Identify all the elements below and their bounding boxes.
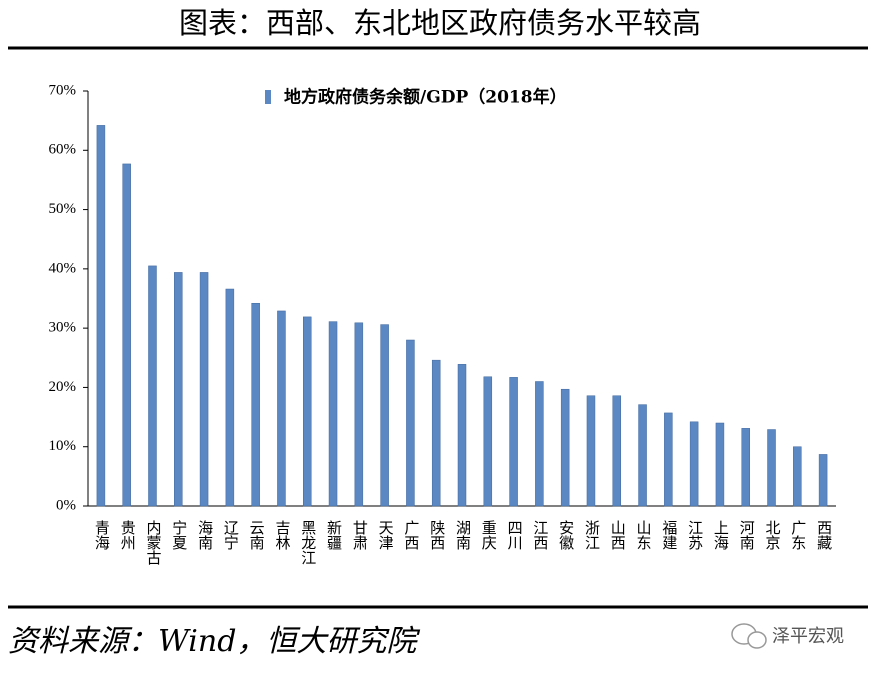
bar bbox=[483, 376, 493, 507]
y-tick-label: 10% bbox=[49, 438, 77, 454]
bar bbox=[715, 422, 725, 507]
bar bbox=[380, 324, 389, 507]
x-tick-label: 辽宁 bbox=[222, 520, 240, 550]
x-tick-label: 云南 bbox=[248, 520, 266, 550]
x-tick-label: 青海 bbox=[93, 520, 111, 550]
bar bbox=[174, 272, 183, 507]
bar bbox=[431, 359, 441, 507]
x-tick-label: 浙江 bbox=[583, 520, 601, 550]
x-tick-label: 内蒙古 bbox=[144, 520, 162, 565]
bar bbox=[509, 377, 518, 507]
y-tick-label: 60% bbox=[49, 142, 77, 158]
y-tick-label: 0% bbox=[56, 497, 76, 513]
bar bbox=[406, 339, 415, 507]
x-tick-label: 福建 bbox=[660, 520, 678, 550]
x-tick-label: 天津 bbox=[377, 520, 395, 550]
x-tick-label: 广东 bbox=[789, 520, 807, 550]
y-tick-label: 70% bbox=[49, 82, 77, 98]
watermark: 泽平宏观 bbox=[772, 626, 844, 647]
legend-key bbox=[265, 90, 271, 104]
x-tick-label: 海南 bbox=[196, 520, 214, 550]
bar bbox=[818, 454, 828, 507]
bar bbox=[96, 125, 106, 507]
bar bbox=[277, 310, 286, 507]
bar bbox=[741, 428, 750, 507]
x-tick-label: 湖南 bbox=[454, 520, 472, 550]
x-tick-label: 山西 bbox=[609, 520, 627, 550]
x-tick-label: 江苏 bbox=[686, 520, 704, 551]
x-tick-label: 安徽 bbox=[557, 520, 575, 550]
bar bbox=[612, 395, 622, 507]
legend-label: 地方政府债务余额/GDP（2018年） bbox=[284, 87, 567, 108]
bar bbox=[148, 265, 157, 507]
bar bbox=[354, 322, 364, 507]
bar bbox=[664, 412, 673, 507]
x-tick-label: 重庆 bbox=[480, 520, 498, 550]
bar bbox=[689, 421, 699, 507]
x-tick-label: 广西 bbox=[402, 520, 420, 550]
bar bbox=[122, 163, 131, 507]
x-tick-label: 北京 bbox=[764, 520, 782, 551]
bar bbox=[793, 446, 802, 507]
x-tick-label: 宁夏 bbox=[170, 520, 188, 550]
x-tick-label: 山东 bbox=[635, 520, 653, 550]
x-tick-label: 甘肃 bbox=[351, 520, 369, 550]
y-tick-label: 30% bbox=[49, 320, 77, 336]
x-tick-label: 西藏 bbox=[815, 520, 833, 551]
x-tick-label: 四川 bbox=[506, 520, 524, 550]
bar bbox=[560, 388, 570, 507]
bar bbox=[535, 381, 544, 507]
x-tick-label: 上海 bbox=[712, 520, 730, 550]
bar bbox=[199, 272, 209, 507]
x-tick-label: 吉林 bbox=[273, 520, 291, 550]
x-tick-label: 江西 bbox=[531, 520, 549, 550]
y-tick-label: 50% bbox=[49, 201, 77, 217]
bar bbox=[225, 288, 235, 507]
y-tick-label: 20% bbox=[49, 379, 77, 395]
bar bbox=[328, 321, 338, 507]
bar bbox=[638, 404, 647, 507]
bar bbox=[302, 316, 312, 507]
bar bbox=[457, 364, 467, 507]
y-tick-label: 40% bbox=[49, 260, 77, 276]
chart-title: 图表：西部、东北地区政府债务水平较高 bbox=[179, 6, 701, 40]
watermark-icon bbox=[731, 623, 767, 649]
x-tick-label: 黑龙江 bbox=[299, 520, 317, 565]
bar bbox=[767, 429, 776, 507]
x-tick-label: 新疆 bbox=[325, 520, 343, 550]
x-tick-label: 陕西 bbox=[428, 520, 446, 550]
x-tick-label: 贵州 bbox=[119, 520, 137, 550]
source: 资料来源：Wind，恒大研究院 bbox=[8, 624, 420, 659]
bar bbox=[251, 302, 260, 507]
x-tick-label: 河南 bbox=[738, 520, 756, 550]
bar bbox=[586, 395, 596, 507]
